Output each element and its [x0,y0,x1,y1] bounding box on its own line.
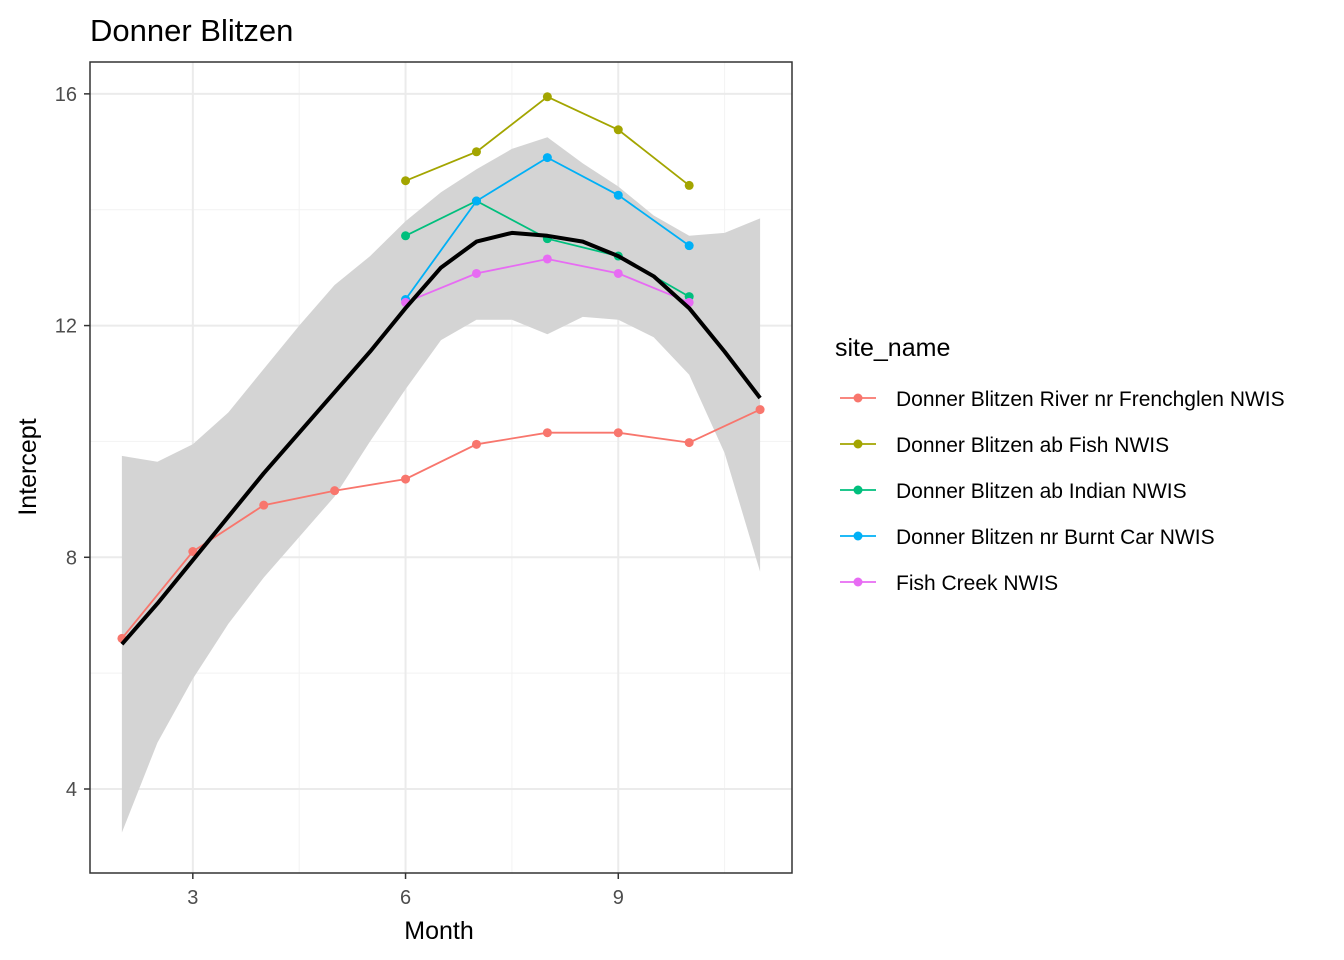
legend-key-point [853,393,863,403]
data-point-donner-blitzen-river-nr-frenchglen-nwis [188,546,198,556]
data-point-donner-blitzen-ab-fish-nwis [471,147,481,157]
x-axis: 3 6 9 [187,873,624,909]
data-point-donner-blitzen-river-nr-frenchglen-nwis [755,405,765,415]
smooth-line-layer [120,230,762,646]
series-layer [117,92,765,643]
y-tick-label: 4 [66,779,77,801]
data-point-donner-blitzen-ab-fish-nwis [401,176,411,186]
legend-item-donner-blitzen-ab-indian-nwis: Donner Blitzen ab Indian NWIS [840,480,1187,503]
legend-key-point [853,485,863,495]
data-point-fish-creek-nwis [542,254,552,264]
x-tick-label: 6 [400,887,411,909]
data-point-donner-blitzen-ab-fish-nwis [684,180,694,190]
data-point-donner-blitzen-ab-fish-nwis [613,125,623,135]
legend-label: Donner Blitzen River nr Frenchglen NWIS [896,388,1285,411]
legend: site_name Donner Blitzen River nr French… [835,334,1285,595]
series-donner-blitzen-ab-fish-nwis [401,92,694,190]
y-tick-label: 8 [66,547,77,569]
legend-key-point [853,439,863,449]
legend-title: site_name [835,334,950,362]
x-axis-title: Month [404,917,473,945]
y-tick-label: 16 [55,84,77,106]
data-point-donner-blitzen-river-nr-frenchglen-nwis [259,500,269,510]
x-tick-label: 9 [613,887,624,909]
series-fish-creek-nwis [401,254,694,307]
legend-item-donner-blitzen-nr-burnt-car-nwis: Donner Blitzen nr Burnt Car NWIS [840,526,1215,549]
y-axis: 4 8 12 16 [55,84,90,801]
legend-items: Donner Blitzen River nr Frenchglen NWIS D… [840,388,1285,595]
data-point-donner-blitzen-nr-burnt-car-nwis [471,196,481,206]
data-point-donner-blitzen-river-nr-frenchglen-nwis [684,438,694,448]
data-point-donner-blitzen-river-nr-frenchglen-nwis [330,486,340,496]
y-axis-title: Intercept [14,418,42,515]
data-point-donner-blitzen-river-nr-frenchglen-nwis [471,439,481,449]
legend-item-donner-blitzen-ab-fish-nwis: Donner Blitzen ab Fish NWIS [840,434,1169,457]
data-point-donner-blitzen-river-nr-frenchglen-nwis [401,474,411,484]
data-point-donner-blitzen-river-nr-frenchglen-nwis [613,428,623,438]
y-tick-label: 12 [55,316,77,338]
data-point-donner-blitzen-nr-burnt-car-nwis [684,241,694,251]
legend-label: Fish Creek NWIS [896,572,1058,595]
plot-panel [89,61,793,874]
data-point-donner-blitzen-river-nr-frenchglen-nwis [542,428,552,438]
series-line-donner-blitzen-river-nr-frenchglen-nwis [121,408,761,639]
data-point-donner-blitzen-nr-burnt-car-nwis [613,190,623,200]
legend-item-donner-blitzen-river-nr-frenchglen-nwis: Donner Blitzen River nr Frenchglen NWIS [840,388,1285,411]
confidence-band-layer [121,137,761,833]
legend-label: Donner Blitzen nr Burnt Car NWIS [896,526,1215,549]
legend-key-point [853,531,863,541]
data-point-fish-creek-nwis [471,268,481,278]
data-point-donner-blitzen-ab-fish-nwis [542,92,552,102]
smooth-line [120,230,762,646]
legend-label: Donner Blitzen ab Indian NWIS [896,480,1187,503]
legend-item-fish-creek-nwis: Fish Creek NWIS [840,572,1058,595]
legend-label: Donner Blitzen ab Fish NWIS [896,434,1169,457]
chart-title: Donner Blitzen [90,13,293,48]
confidence-band [121,137,761,833]
series-donner-blitzen-river-nr-frenchglen-nwis [117,405,765,643]
series-donner-blitzen-nr-burnt-car-nwis [401,153,694,305]
data-point-donner-blitzen-nr-burnt-car-nwis [542,153,552,163]
panel-border [89,61,793,874]
data-point-fish-creek-nwis [613,268,623,278]
data-point-donner-blitzen-ab-indian-nwis [401,231,411,241]
x-tick-label: 3 [187,887,198,909]
legend-key-point [853,577,863,587]
